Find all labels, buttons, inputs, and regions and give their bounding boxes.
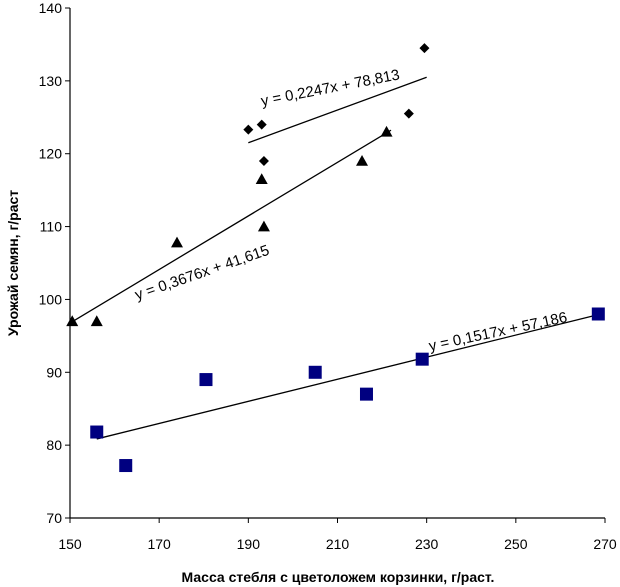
triangle-point <box>171 236 183 248</box>
diamonds-trendline <box>248 76 427 144</box>
square-point <box>591 307 605 321</box>
triangle-point <box>255 173 268 185</box>
y-tick-label: 140 <box>39 0 63 16</box>
x-tick-label: 250 <box>504 536 528 552</box>
squares-equation: y = 0,1517x + 57,186 <box>427 309 568 355</box>
triangle-point <box>356 155 369 166</box>
x-tick-label: 230 <box>415 536 439 552</box>
square-point <box>308 365 322 379</box>
diamond-point <box>419 43 430 54</box>
triangles-trendline <box>69 129 392 324</box>
square-point <box>415 352 429 366</box>
x-tick-label: 150 <box>58 536 82 552</box>
triangle-point <box>257 220 270 232</box>
x-axis-title: Масса стебля с цветоложем корзинки, г/ра… <box>182 569 495 585</box>
y-tick-label: 130 <box>39 73 63 89</box>
y-tick-label: 100 <box>39 291 63 307</box>
squares-trendline <box>96 313 599 440</box>
trendlines <box>69 76 599 440</box>
square-point <box>90 425 104 439</box>
y-tick-label: 90 <box>46 364 62 380</box>
y-tick-label: 70 <box>46 510 62 526</box>
y-tick-label: 110 <box>40 219 63 235</box>
y-tick-label: 120 <box>39 146 63 162</box>
axes <box>65 7 606 523</box>
diamond-point <box>243 124 254 135</box>
x-tick-label: 210 <box>326 536 350 552</box>
triangle-point <box>380 125 393 137</box>
y-axis-title: Урожай семян, г/раст <box>5 190 21 336</box>
square-point <box>119 459 133 473</box>
x-tick-label: 170 <box>147 536 171 552</box>
diamond-point <box>256 119 267 130</box>
triangle-point <box>66 315 79 327</box>
x-tick-label: 270 <box>593 536 617 552</box>
tick-labels: 70 80 90 100 110 120 130 140 150 170 190 210 230 250 2… <box>39 0 617 552</box>
diamonds-equation: y = 0,2247x + 78,813 <box>260 66 402 110</box>
data-points <box>66 43 605 473</box>
square-point <box>359 387 373 401</box>
y-tick-label: 80 <box>46 437 62 453</box>
diamond-point <box>258 156 269 166</box>
diamond-point <box>403 108 414 119</box>
square-point <box>199 373 213 387</box>
triangle-point <box>90 315 103 327</box>
x-tick-label: 190 <box>237 536 261 552</box>
